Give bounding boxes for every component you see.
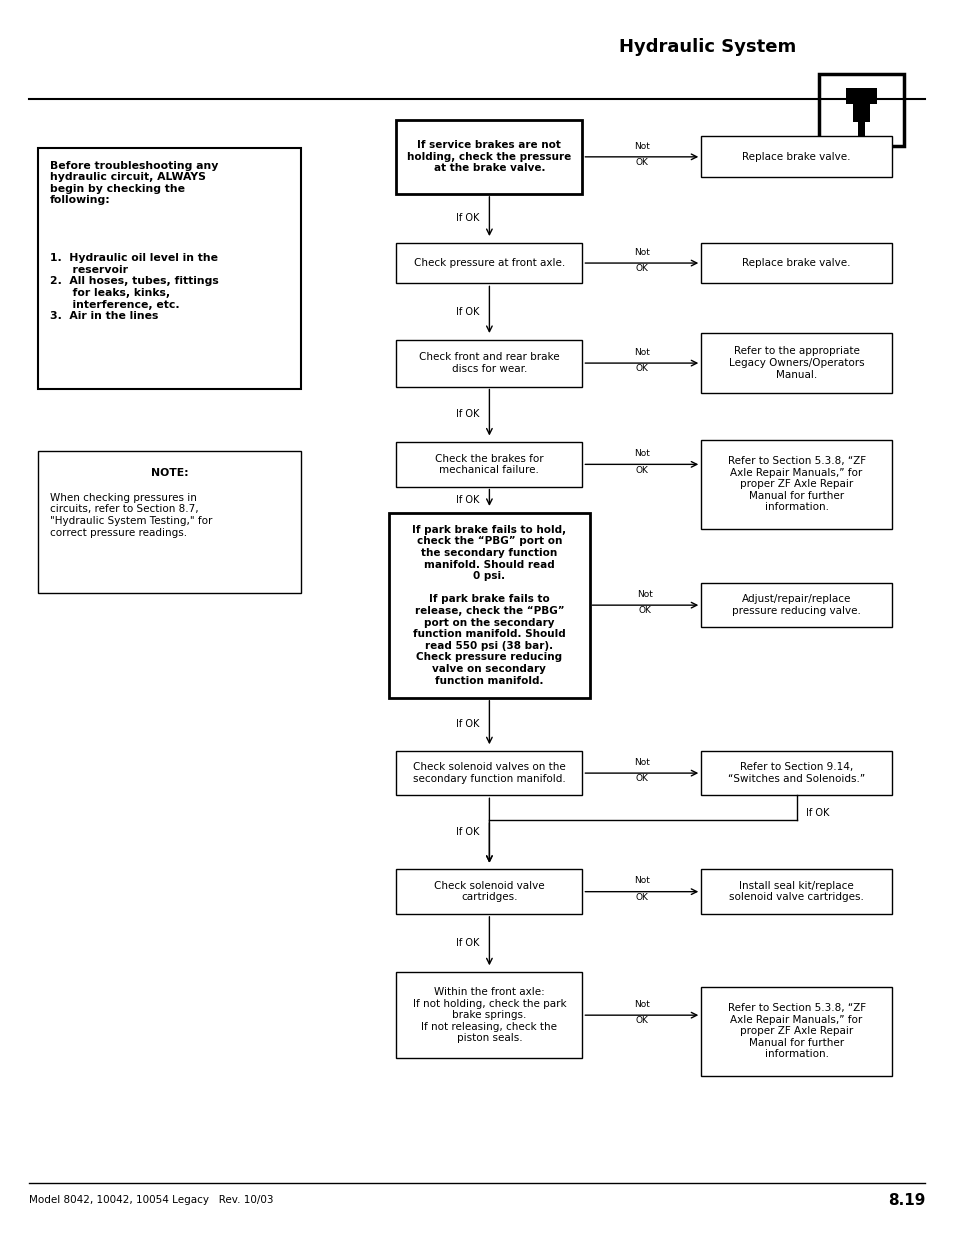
- Text: Refer to Section 9.14,
“Switches and Solenoids.”: Refer to Section 9.14, “Switches and Sol…: [727, 762, 864, 784]
- Bar: [396, 869, 581, 914]
- Text: Not: Not: [633, 348, 649, 357]
- Text: Replace brake valve.: Replace brake valve.: [741, 152, 850, 162]
- Text: Not: Not: [633, 248, 649, 257]
- Text: If OK: If OK: [456, 827, 479, 837]
- Text: OK: OK: [635, 893, 647, 902]
- Bar: [700, 987, 891, 1076]
- Bar: [396, 751, 581, 795]
- Text: Not: Not: [633, 450, 649, 458]
- Bar: [857, 120, 864, 137]
- Bar: [389, 513, 589, 698]
- Text: Model 8042, 10042, 10054 Legacy   Rev. 10/03: Model 8042, 10042, 10054 Legacy Rev. 10/…: [29, 1195, 273, 1205]
- Text: Not: Not: [633, 758, 649, 767]
- Text: Adjust/repair/replace
pressure reducing valve.: Adjust/repair/replace pressure reducing …: [731, 594, 861, 616]
- Bar: [38, 451, 300, 593]
- Bar: [700, 136, 891, 177]
- Text: If OK: If OK: [456, 214, 479, 224]
- Text: If OK: If OK: [456, 409, 479, 420]
- Text: If park brake fails to hold,
check the “PBG” port on
the secondary function
mani: If park brake fails to hold, check the “…: [412, 525, 566, 685]
- Bar: [845, 88, 876, 104]
- Bar: [852, 100, 869, 122]
- Text: If OK: If OK: [456, 306, 479, 316]
- Text: If OK: If OK: [456, 719, 479, 730]
- Bar: [700, 869, 891, 914]
- Bar: [700, 751, 891, 795]
- Text: Replace brake valve.: Replace brake valve.: [741, 258, 850, 268]
- Bar: [396, 120, 581, 194]
- Bar: [396, 972, 581, 1058]
- Text: OK: OK: [635, 158, 647, 167]
- Text: OK: OK: [635, 774, 647, 783]
- Bar: [396, 242, 581, 283]
- Text: OK: OK: [639, 606, 651, 615]
- Text: If OK: If OK: [456, 494, 479, 505]
- Bar: [38, 148, 300, 389]
- Bar: [700, 242, 891, 283]
- Text: Refer to Section 5.3.8, “ZF
Axle Repair Manuals,” for
proper ZF Axle Repair
Manu: Refer to Section 5.3.8, “ZF Axle Repair …: [727, 456, 864, 513]
- Bar: [700, 440, 891, 529]
- Text: Check solenoid valve
cartridges.: Check solenoid valve cartridges.: [434, 881, 544, 903]
- Text: Hydraulic System: Hydraulic System: [618, 38, 796, 56]
- Bar: [700, 333, 891, 393]
- Text: 1.  Hydraulic oil level in the
      reservoir
2.  All hoses, tubes, fittings
  : 1. Hydraulic oil level in the reservoir …: [50, 253, 218, 321]
- Text: OK: OK: [635, 364, 647, 373]
- Text: Check solenoid valves on the
secondary function manifold.: Check solenoid valves on the secondary f…: [413, 762, 565, 784]
- Text: Before troubleshooting any
hydraulic circuit, ALWAYS
begin by checking the
follo: Before troubleshooting any hydraulic cir…: [50, 161, 217, 205]
- Bar: [818, 74, 903, 146]
- Text: Not: Not: [633, 1000, 649, 1009]
- Bar: [396, 442, 581, 487]
- Text: When checking pressures in
circuits, refer to Section 8.7,
"Hydraulic System Tes: When checking pressures in circuits, ref…: [50, 493, 212, 537]
- Text: Refer to the appropriate
Legacy Owners/Operators
Manual.: Refer to the appropriate Legacy Owners/O…: [728, 347, 863, 379]
- Text: Not: Not: [633, 877, 649, 885]
- Text: If OK: If OK: [456, 937, 479, 948]
- Text: 8.19: 8.19: [887, 1193, 924, 1208]
- Text: NOTE:: NOTE:: [151, 468, 188, 478]
- Text: If OK: If OK: [805, 808, 829, 818]
- Text: Check pressure at front axle.: Check pressure at front axle.: [414, 258, 564, 268]
- Text: Refer to Section 5.3.8, “ZF
Axle Repair Manuals,” for
proper ZF Axle Repair
Manu: Refer to Section 5.3.8, “ZF Axle Repair …: [727, 1003, 864, 1060]
- Text: Check front and rear brake
discs for wear.: Check front and rear brake discs for wea…: [418, 352, 559, 374]
- Text: Not: Not: [633, 142, 649, 151]
- Text: If service brakes are not
holding, check the pressure
at the brake valve.: If service brakes are not holding, check…: [407, 141, 571, 173]
- Text: OK: OK: [635, 264, 647, 273]
- Text: Install seal kit/replace
solenoid valve cartridges.: Install seal kit/replace solenoid valve …: [728, 881, 863, 903]
- Text: Check the brakes for
mechanical failure.: Check the brakes for mechanical failure.: [435, 453, 543, 475]
- Bar: [700, 583, 891, 627]
- Text: Not: Not: [637, 590, 653, 599]
- Text: OK: OK: [635, 466, 647, 474]
- Bar: [396, 340, 581, 387]
- Text: OK: OK: [635, 1016, 647, 1025]
- Text: Within the front axle:
If not holding, check the park
brake springs.
If not rele: Within the front axle: If not holding, c…: [412, 987, 566, 1044]
